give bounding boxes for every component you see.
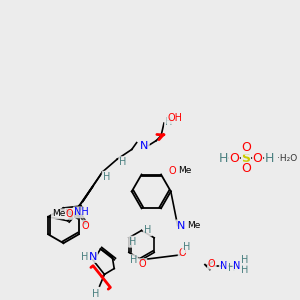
Text: H: H [81, 252, 88, 262]
Text: H: H [144, 226, 151, 236]
Text: N: N [233, 261, 241, 271]
Text: H: H [165, 117, 172, 127]
Text: Me: Me [52, 209, 65, 218]
Text: O: O [241, 163, 251, 176]
Text: H: H [92, 289, 99, 299]
Text: ·H₂O: ·H₂O [277, 154, 298, 163]
Text: O: O [169, 166, 177, 176]
Text: H: H [219, 152, 228, 165]
Text: H: H [228, 262, 235, 273]
Text: O: O [179, 248, 186, 258]
Text: H: H [265, 152, 274, 165]
Text: H: H [129, 237, 136, 247]
Text: N: N [140, 140, 148, 151]
Text: H: H [241, 265, 249, 275]
Text: H: H [183, 242, 190, 252]
Text: S: S [242, 152, 250, 165]
Text: O: O [208, 259, 216, 269]
Text: H: H [241, 255, 249, 265]
Text: Me: Me [188, 221, 201, 230]
Text: O: O [229, 152, 239, 165]
Text: O: O [139, 259, 146, 269]
Text: H: H [119, 157, 127, 167]
Text: H: H [130, 255, 137, 265]
Text: OH: OH [167, 113, 182, 123]
Text: NH: NH [74, 207, 88, 218]
Text: Me: Me [178, 166, 191, 175]
Text: N: N [176, 220, 185, 231]
Text: N: N [88, 252, 97, 262]
Text: O: O [253, 152, 262, 165]
Text: O: O [81, 220, 89, 231]
Text: H: H [103, 172, 110, 182]
Text: O: O [65, 209, 73, 219]
Text: O: O [241, 141, 251, 154]
Text: N: N [220, 261, 227, 271]
